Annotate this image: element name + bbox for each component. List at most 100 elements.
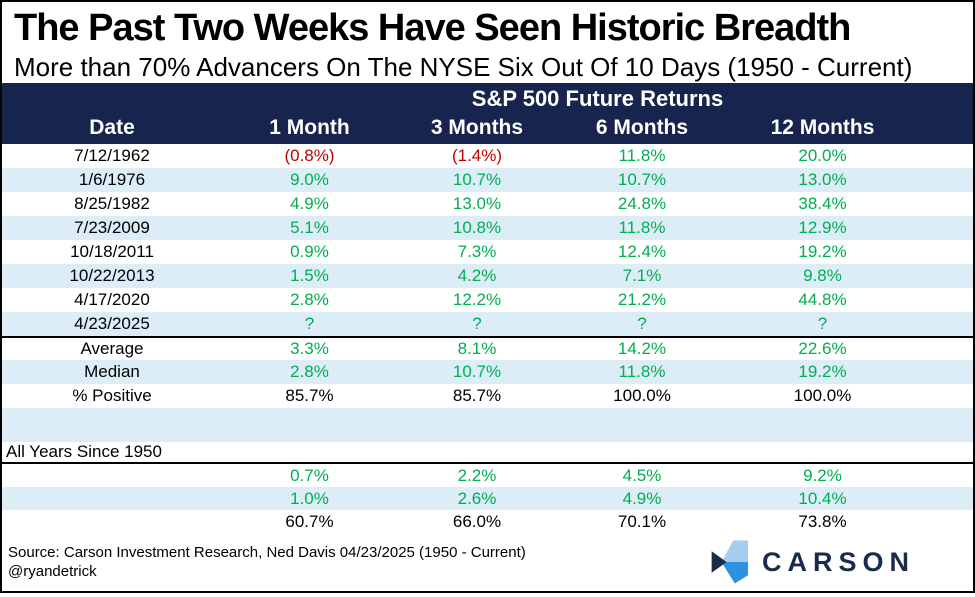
table-row: 10/18/2011 0.9% 7.3% 12.4% 19.2% [2, 240, 973, 264]
cell-6-months: 12.4% [617, 242, 667, 261]
table-row: 7/23/2009 5.1% 10.8% 11.8% 12.9% [2, 216, 973, 240]
cell-3-months: ? [472, 314, 482, 333]
table-row: 4/17/2020 2.8% 12.2% 21.2% 44.8% [2, 288, 973, 312]
cell-3-months: 66.0% [452, 511, 502, 531]
table-row: 10/22/2013 1.5% 4.2% 7.1% 9.8% [2, 264, 973, 288]
cell-3-months: 10.7% [452, 362, 502, 381]
cell-3-months: (1.4%) [451, 146, 503, 165]
cell-3-months: 2.2% [457, 465, 497, 485]
cell-3-months: 85.7% [452, 386, 502, 405]
table-row: 7/12/1962 (0.8%) (1.4%) 11.8% 20.0% [2, 144, 973, 168]
cell-1-month: ? [304, 314, 315, 333]
cell-3-months: 10.7% [452, 170, 502, 189]
cell-6-months: 10.7% [617, 170, 667, 189]
cell-12-months: 10.4% [798, 488, 847, 508]
cell-1-month: 5.1% [290, 218, 329, 237]
row-date: 10/22/2013 [69, 266, 155, 285]
cell-12-months: 100.0% [793, 386, 852, 405]
cell-6-months: 24.8% [617, 194, 667, 213]
carson-logo: CARSON [710, 540, 915, 584]
cell-1-month: 4.9% [290, 194, 329, 213]
cell-6-months: 4.5% [622, 465, 662, 485]
table-header: S&P 500 Future Returns Date 1 Month 3 Mo… [2, 83, 973, 144]
column-header-row: Date 1 Month 3 Months 6 Months 12 Months [2, 112, 973, 144]
all-years-label-row: All Years Since 1950 [2, 442, 973, 464]
cell-12-months: 73.8% [798, 511, 847, 531]
cell-1-month: 0.9% [290, 242, 329, 261]
cell-6-months: 14.2% [617, 339, 667, 358]
carson-logo-text: CARSON [761, 546, 915, 577]
column-header-date: Date [89, 116, 135, 139]
all-years-row: 0.7% 2.2% 4.5% 9.2% [2, 464, 973, 487]
cell-6-months: 7.1% [622, 266, 662, 285]
all-years-label: All Years Since 1950 [6, 442, 162, 461]
cell-12-months: ? [817, 314, 828, 333]
summary-label: Median [84, 362, 140, 381]
cell-12-months: 9.8% [803, 266, 842, 285]
row-date: 8/25/1982 [74, 194, 150, 213]
bottom-margin [0, 593, 975, 597]
table-row: 1/6/1976 9.0% 10.7% 10.7% 13.0% [2, 168, 973, 192]
page-subtitle: More than 70% Advancers On The NYSE Six … [14, 52, 913, 82]
cell-3-months: 4.2% [457, 266, 497, 285]
cell-3-months: 13.0% [452, 194, 502, 213]
cell-1-month: 9.0% [290, 170, 329, 189]
column-header-3-months: 3 Months [430, 116, 524, 139]
cell-6-months: 70.1% [617, 511, 667, 531]
page-title: The Past Two Weeks Have Seen Historic Br… [14, 7, 851, 49]
cell-12-months: 19.2% [798, 242, 847, 261]
row-date: 1/6/1976 [78, 170, 146, 189]
cell-6-months: 100.0% [613, 386, 671, 405]
summary-row-average: Average 3.3% 8.1% 14.2% 22.6% [2, 336, 973, 360]
cell-12-months: 38.4% [798, 194, 847, 213]
cell-1-month: 1.5% [290, 266, 329, 285]
column-header-6-months: 6 Months [595, 116, 689, 139]
all-years-row: 1.0% 2.6% 4.9% 10.4% [2, 487, 973, 510]
twitter-handle: @ryandetrick [8, 563, 97, 580]
summary-row-median: Median 2.8% 10.7% 11.8% 19.2% [2, 360, 973, 384]
cell-3-months: 8.1% [457, 339, 497, 358]
group-header-title: S&P 500 Future Returns [471, 85, 724, 111]
cell-6-months: ? [637, 314, 647, 333]
carson-chevron-icon [711, 540, 748, 584]
source-text: Source: Carson Investment Research, Ned … [8, 544, 526, 561]
cell-1-month: 0.7% [290, 465, 329, 485]
cell-6-months: 11.8% [618, 146, 666, 165]
all-years-row: 60.7% 66.0% 70.1% 73.8% [2, 510, 973, 533]
cell-1-month: 2.8% [290, 290, 329, 309]
cell-12-months: 13.0% [798, 170, 847, 189]
source-block: Source: Carson Investment Research, Ned … [8, 543, 526, 581]
cell-6-months: 11.8% [618, 218, 666, 237]
cell-12-months: 12.9% [798, 218, 847, 237]
cell-1-month: 85.7% [285, 386, 334, 405]
summary-row-pct-positive: % Positive 85.7% 85.7% 100.0% 100.0% [2, 384, 973, 408]
cell-1-month: 60.7% [285, 511, 334, 531]
footer: Source: Carson Investment Research, Ned … [2, 533, 973, 585]
row-date: 7/23/2009 [74, 218, 150, 237]
cell-1-month: 1.0% [290, 488, 329, 508]
group-header-row: S&P 500 Future Returns [2, 85, 973, 112]
cell-3-months: 10.8% [452, 218, 502, 237]
cell-12-months: 9.2% [803, 465, 842, 485]
cell-3-months: 2.6% [457, 488, 497, 508]
row-date: 4/23/2025 [74, 314, 150, 333]
cell-3-months: 7.3% [457, 242, 497, 261]
cell-3-months: 12.2% [452, 290, 502, 309]
cell-12-months: 22.6% [798, 339, 847, 358]
cell-6-months: 21.2% [617, 290, 667, 309]
summary-label: % Positive [72, 386, 152, 405]
table-row: 8/25/1982 4.9% 13.0% 24.8% 38.4% [2, 192, 973, 216]
table-row: 4/23/2025 ? ? ? ? [2, 312, 973, 336]
cell-12-months: 20.0% [798, 146, 847, 165]
summary-label: Average [80, 339, 144, 358]
column-header-12-months: 12 Months [770, 116, 875, 139]
blank-spacer-row [2, 408, 973, 442]
cell-12-months: 44.8% [798, 290, 847, 309]
row-date: 10/18/2011 [70, 242, 154, 261]
cell-1-month: 3.3% [290, 339, 329, 358]
cell-12-months: 19.2% [798, 362, 847, 381]
cell-1-month: 2.8% [290, 362, 329, 381]
row-date: 7/12/1962 [74, 146, 150, 165]
cell-6-months: 4.9% [622, 488, 662, 508]
